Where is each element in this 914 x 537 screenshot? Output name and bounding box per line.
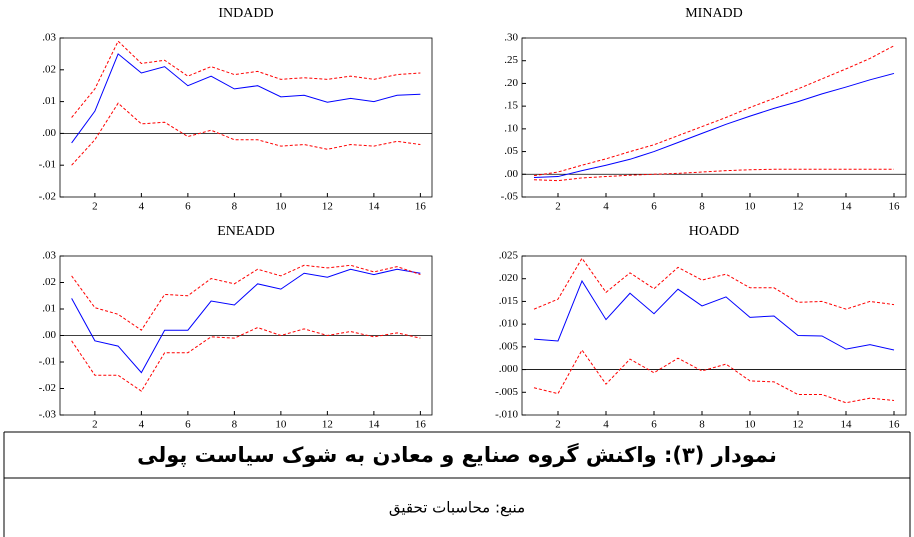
x-tick-label: 14 [368, 419, 380, 431]
y-tick-label: .03 [42, 250, 56, 262]
series-line [533, 45, 895, 177]
y-tick-label: .03 [42, 32, 56, 44]
y-tick-label: .025 [499, 250, 519, 262]
plot-frame [521, 255, 907, 416]
y-tick-label: .020 [499, 272, 519, 284]
series-line [533, 279, 895, 351]
x-tick-label: 14 [841, 419, 853, 431]
x-tick-label: 12 [322, 201, 333, 213]
source: منبع: محاسبات تحقیق [389, 499, 525, 517]
y-tick-label: .01 [42, 303, 56, 315]
x-tick-label: 16 [889, 419, 901, 431]
x-tick-label: 16 [889, 201, 901, 213]
chart-title: MINADD [685, 6, 743, 21]
x-tick-label: 6 [651, 419, 657, 431]
y-tick-label: .15 [504, 100, 518, 112]
x-tick-label: 8 [699, 419, 705, 431]
series-line [71, 102, 421, 166]
chart-title: INDADD [218, 6, 273, 21]
y-tick-label: -.02 [39, 382, 56, 394]
series-line [71, 53, 421, 144]
series-line [71, 264, 421, 331]
x-tick-label: 14 [841, 201, 853, 213]
plot-frame [521, 37, 907, 198]
series-line [533, 168, 894, 182]
series-line [533, 349, 895, 404]
y-tick-label: .010 [499, 318, 519, 330]
plot-frame [59, 37, 433, 198]
y-tick-label: .10 [504, 122, 518, 134]
chart-title: ENEADD [217, 224, 275, 239]
x-tick-label: 2 [555, 201, 561, 213]
series-line [71, 40, 421, 118]
y-tick-label: -.010 [495, 409, 518, 421]
series-line [533, 257, 895, 310]
x-tick-label: 4 [603, 201, 609, 213]
y-tick-label: .25 [504, 54, 518, 66]
x-tick-label: 4 [139, 201, 145, 213]
x-tick-label: 12 [793, 201, 804, 213]
y-tick-label: .20 [504, 77, 518, 89]
x-tick-label: 4 [139, 419, 145, 431]
y-tick-label: .02 [42, 276, 56, 288]
y-tick-label: .00 [42, 127, 56, 139]
y-tick-label: -.03 [39, 409, 57, 421]
chart-title: HOADD [689, 224, 740, 239]
y-tick-label: -.02 [39, 191, 56, 203]
x-tick-label: 12 [793, 419, 804, 431]
x-tick-label: 2 [92, 419, 98, 431]
y-tick-label: -.05 [501, 191, 519, 203]
series-line [71, 268, 421, 374]
x-tick-label: 2 [92, 201, 98, 213]
y-tick-label: -.01 [39, 356, 56, 368]
x-tick-label: 10 [745, 201, 757, 213]
caption: نمودار (۳): واکنش گروه صنایع و معادن به … [137, 442, 777, 467]
series-line [71, 327, 421, 392]
x-tick-label: 10 [745, 419, 757, 431]
x-tick-label: 14 [368, 201, 380, 213]
x-tick-label: 8 [232, 419, 238, 431]
y-tick-label: .000 [499, 363, 519, 375]
y-tick-label: -.005 [495, 386, 518, 398]
y-tick-label: .01 [42, 95, 56, 107]
x-tick-label: 6 [651, 201, 657, 213]
y-tick-label: .015 [499, 295, 519, 307]
y-tick-label: .30 [504, 32, 518, 44]
x-tick-label: 16 [415, 201, 427, 213]
x-tick-label: 4 [603, 419, 609, 431]
x-tick-label: 12 [322, 419, 333, 431]
x-tick-label: 6 [185, 201, 191, 213]
series-line [533, 72, 895, 178]
x-tick-label: 6 [185, 419, 191, 431]
x-tick-label: 8 [232, 201, 238, 213]
x-tick-label: 8 [699, 201, 705, 213]
y-tick-label: .005 [499, 340, 519, 352]
x-tick-label: 10 [275, 201, 287, 213]
y-tick-label: .00 [504, 168, 518, 180]
x-tick-label: 2 [555, 419, 561, 431]
y-tick-label: .05 [504, 145, 518, 157]
y-tick-label: -.01 [39, 159, 56, 171]
x-tick-label: 16 [415, 419, 427, 431]
x-tick-label: 10 [275, 419, 287, 431]
y-tick-label: .00 [42, 329, 56, 341]
y-tick-label: .02 [42, 63, 56, 75]
